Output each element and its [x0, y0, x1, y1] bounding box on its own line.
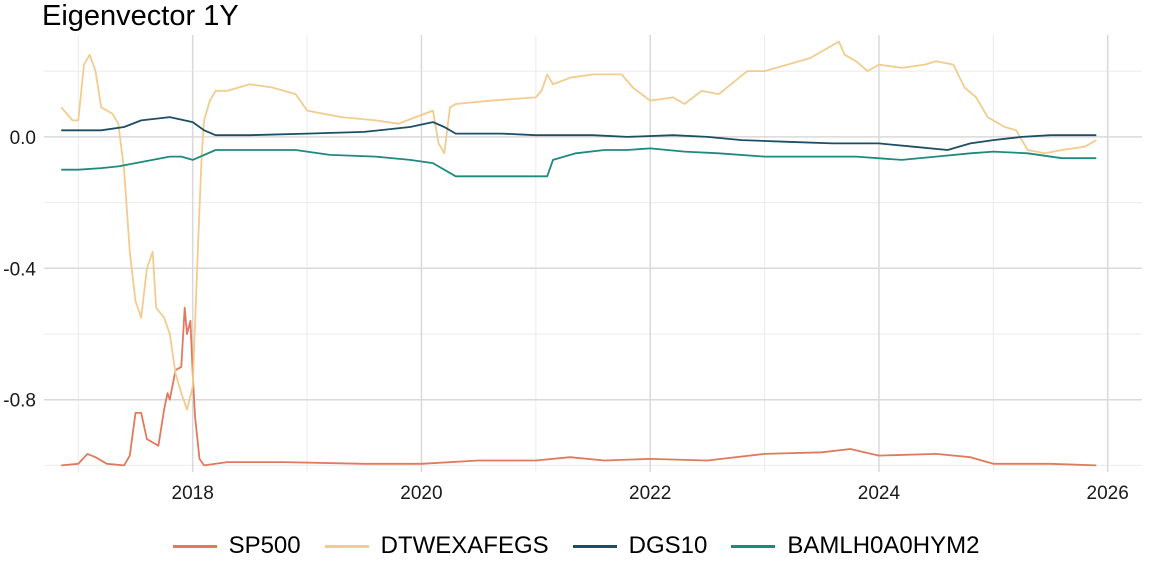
y-tick-label: 0.0: [10, 128, 36, 149]
x-tick-label: 2020: [400, 483, 442, 504]
legend-key: [172, 544, 217, 548]
series-line-dtwexafegs: [60, 40, 1097, 411]
series-line-dgs10: [61, 116, 1097, 151]
x-tick-label: 2018: [172, 483, 214, 504]
legend-item-sp500: SP500: [172, 532, 301, 560]
legend-label: BAMLH0A0HYM2: [787, 532, 980, 559]
y-axis-tick-labels: 0.0 -0.4 -0.8: [3, 128, 36, 412]
series-line-sp500: [61, 306, 1097, 467]
legend-label: DGS10: [628, 532, 708, 559]
series-lines: [60, 40, 1097, 467]
x-tick-label: 2026: [1087, 483, 1129, 504]
chart-title: Eigenvector 1Y: [42, 0, 239, 32]
legend-item-dtwexafegs: DTWEXAFEGS: [324, 532, 549, 560]
legend-key: [324, 544, 369, 548]
series-line-bamlh0a0hym2: [61, 147, 1097, 178]
y-tick-label: -0.8: [3, 391, 36, 412]
legend: SP500 DTWEXAFEGS DGS10 BAMLH0A0HYM2: [0, 532, 1152, 560]
x-axis-tick-labels: 2018 2020 2022 2024 2026: [172, 483, 1129, 504]
legend-label: DTWEXAFEGS: [380, 532, 549, 559]
minor-gridlines: [44, 35, 1142, 472]
legend-key: [731, 544, 776, 548]
legend-item-bamlh0a0hym2: BAMLH0A0HYM2: [731, 532, 979, 560]
legend-label: SP500: [228, 532, 301, 559]
y-tick-label: -0.4: [3, 259, 36, 280]
x-tick-label: 2024: [858, 483, 901, 504]
legend-key: [572, 544, 617, 548]
major-gridlines: [44, 35, 1142, 472]
legend-item-dgs10: DGS10: [572, 532, 708, 560]
x-tick-label: 2022: [629, 483, 671, 504]
